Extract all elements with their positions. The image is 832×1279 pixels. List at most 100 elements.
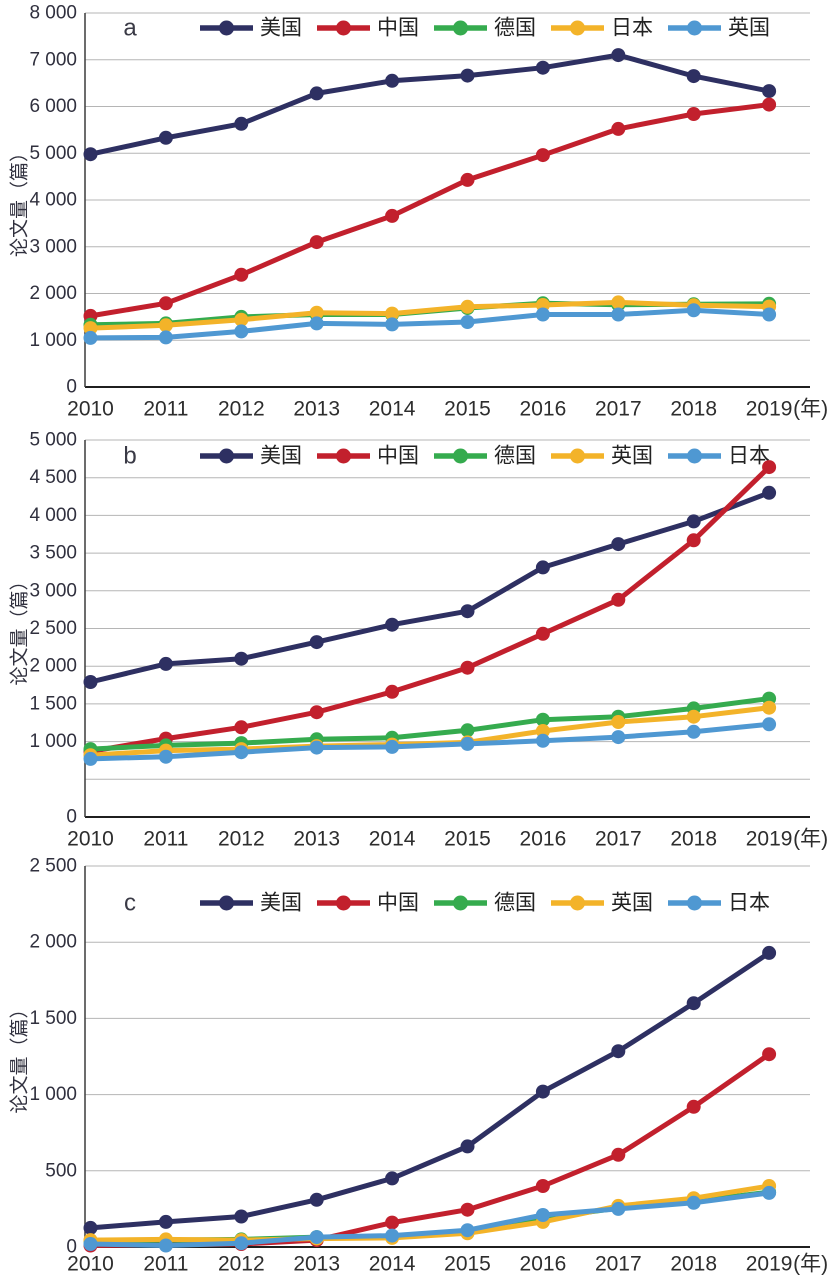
panel-letter: a (123, 15, 137, 42)
series-japan-point (158, 749, 173, 764)
series-usa-line (88, 490, 772, 685)
y-tick-label: 4 000 (29, 505, 77, 526)
series-uk-point (385, 317, 400, 332)
legend-uk-dot (570, 448, 585, 464)
series-japan-point (460, 299, 475, 314)
series-china-point (611, 1147, 626, 1162)
series-japan-point (762, 717, 777, 732)
y-tick-label: 1 500 (29, 1008, 77, 1029)
x-axis-suffix: (年) (793, 828, 828, 851)
legend-usa-dot (219, 448, 234, 464)
y-tick-label: 0 (66, 1237, 77, 1258)
y-axis-title: 论文量（篇） (9, 571, 31, 685)
series-japan-point (234, 312, 249, 327)
legend-japan-label: 日本 (611, 17, 653, 40)
series-china-point (762, 97, 777, 112)
series-japan-point (83, 751, 98, 766)
legend-germany-label: 德国 (494, 445, 536, 468)
series-china-line (88, 1051, 772, 1248)
series-usa-point (460, 604, 475, 619)
x-tick-label: 2011 (143, 1253, 188, 1276)
x-axis-suffix: (年) (793, 1253, 828, 1276)
series-china-point (535, 626, 550, 641)
chart-panel-1: 5 000 4 500 4 000 3 500 3 000 2 500 2 000 1 500… (0, 429, 832, 854)
series-china-point (611, 121, 626, 136)
series-japan-point (309, 305, 324, 320)
series-usa-point (158, 130, 173, 145)
y-tick-label: 3 000 (29, 580, 77, 601)
legend-usa-label: 美国 (260, 892, 302, 915)
series-china-point (460, 172, 475, 187)
series-germany-point (460, 723, 475, 738)
series-japan-point (460, 736, 475, 751)
x-tick-label: 2010 (67, 828, 114, 851)
series-uk-point (535, 724, 550, 738)
x-tick-label: 2013 (293, 398, 340, 421)
x-tick-label: 2018 (670, 1253, 717, 1276)
series-china-line (88, 464, 772, 754)
series-germany-point (535, 712, 550, 727)
series-china-point (535, 1179, 550, 1193)
x-tick-label: 2017 (595, 828, 642, 851)
series-usa-point (309, 1192, 324, 1207)
chart-panel-2: 2 500 2 000 1 500 1 000 500 0 论文量（篇） 2010 2011 20… (0, 854, 832, 1279)
series-china-point (686, 533, 701, 548)
legend-japan-dot (570, 20, 585, 36)
y-axis-title: 论文量（篇） (9, 143, 31, 257)
y-tick-label: 1 500 (29, 693, 77, 714)
series-japan-point (158, 1238, 173, 1253)
legend-germany-label: 德国 (494, 17, 536, 40)
series-japan-point (611, 1201, 626, 1216)
series-usa-point (83, 1220, 98, 1235)
legend-germany-dot (453, 448, 468, 464)
y-tick-label: 1 000 (29, 731, 77, 752)
series-china-point (234, 720, 249, 735)
series-usa-point (83, 675, 98, 689)
series-japan-point (762, 1185, 777, 1200)
series-japan-point (385, 1228, 400, 1243)
series-usa-point (385, 73, 400, 88)
series-uk-point (762, 307, 777, 322)
x-tick-label: 2015 (444, 1253, 491, 1276)
series-usa-point (535, 1084, 550, 1099)
series-usa-point (309, 635, 324, 650)
chart-a: 8 000 7 000 6 000 5 000 4 000 3 000 2 000 1 000… (9, 3, 829, 421)
series-usa-point (309, 86, 324, 101)
series-japan-point (83, 1237, 98, 1251)
series-usa-point (686, 69, 701, 84)
y-tick-label: 1 000 (29, 1084, 77, 1105)
x-tick-label: 2015 (444, 398, 491, 421)
y-tick-label: 2 000 (29, 656, 77, 677)
legend-japan-label: 日本 (728, 892, 770, 915)
chart-b: 5 000 4 500 4 000 3 500 3 000 2 500 2 000 1 500… (9, 430, 829, 851)
x-tick-label: 2012 (218, 1253, 265, 1276)
series-china-point (762, 1047, 777, 1062)
x-tick-label: 2010 (67, 398, 114, 421)
series-usa-line (88, 950, 772, 1231)
series-uk-point (83, 330, 98, 345)
series-usa-point (762, 485, 777, 500)
series-uk-point (686, 709, 701, 724)
series-usa-point (83, 147, 98, 162)
x-tick-label: 2018 (670, 828, 717, 851)
series-uk-point (158, 330, 173, 345)
series-usa-point (158, 656, 173, 671)
y-tick-label: 3 500 (29, 543, 77, 564)
series-japan-line (88, 721, 772, 762)
series-japan-point (535, 1208, 550, 1222)
series-japan-point (385, 306, 400, 321)
y-tick-label: 3 000 (29, 236, 77, 257)
legend-usa-dot (219, 20, 234, 36)
series-usa-point (234, 116, 249, 131)
x-tick-label: 2014 (369, 828, 416, 851)
series-usa-point (158, 1214, 173, 1229)
y-tick-label: 0 (66, 377, 77, 398)
series-usa-point (234, 651, 249, 666)
series-china-point (309, 235, 324, 250)
series-japan-point (309, 1230, 324, 1245)
y-tick-label: 8 000 (29, 3, 77, 24)
series-uk-point (611, 307, 626, 322)
series-china-line (88, 102, 772, 319)
x-tick-label: 2012 (218, 828, 265, 851)
